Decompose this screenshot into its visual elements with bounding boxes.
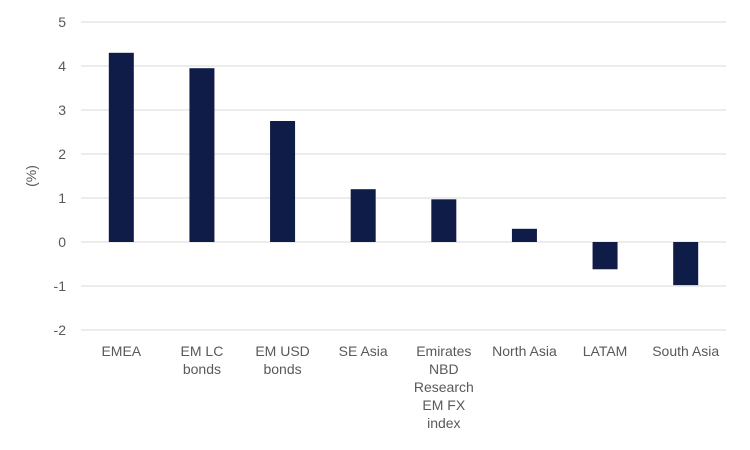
gridlines: [81, 21, 726, 331]
bar: [270, 121, 296, 242]
y-tick-label: -1: [54, 278, 67, 294]
bars: [108, 52, 699, 286]
y-tick-label: -2: [54, 322, 67, 338]
bar: [350, 189, 376, 242]
y-tick-label: 1: [58, 190, 66, 206]
bar: [431, 199, 457, 242]
x-tick-label: SE Asia: [339, 343, 388, 359]
y-tick-label: 2: [58, 146, 66, 162]
bar: [108, 52, 134, 242]
y-axis-ticks: 5 4 3 2 1 0 -1 -2: [54, 14, 67, 338]
y-axis-label: (%): [23, 165, 39, 187]
bar: [511, 228, 537, 242]
y-tick-label: 0: [58, 234, 66, 250]
x-tick-label: North Asia: [492, 343, 557, 359]
x-tick-label: EM LC bonds: [181, 343, 224, 377]
y-tick-label: 3: [58, 102, 66, 118]
x-tick-label: EM USD bonds: [255, 343, 309, 377]
bar: [189, 68, 215, 242]
y-tick-label: 4: [58, 58, 66, 74]
bar: [673, 242, 699, 286]
x-tick-label: LATAM: [583, 343, 628, 359]
x-axis-ticks: EMEA EM LC bonds EM USD bonds SE Asia Emirates…: [101, 343, 719, 431]
y-tick-label: 5: [58, 14, 66, 30]
x-tick-label: EMEA: [101, 343, 141, 359]
bar: [592, 242, 618, 270]
x-tick-label: Emirates NBD Research EM FX index: [414, 343, 474, 431]
x-tick-label: South Asia: [652, 343, 719, 359]
